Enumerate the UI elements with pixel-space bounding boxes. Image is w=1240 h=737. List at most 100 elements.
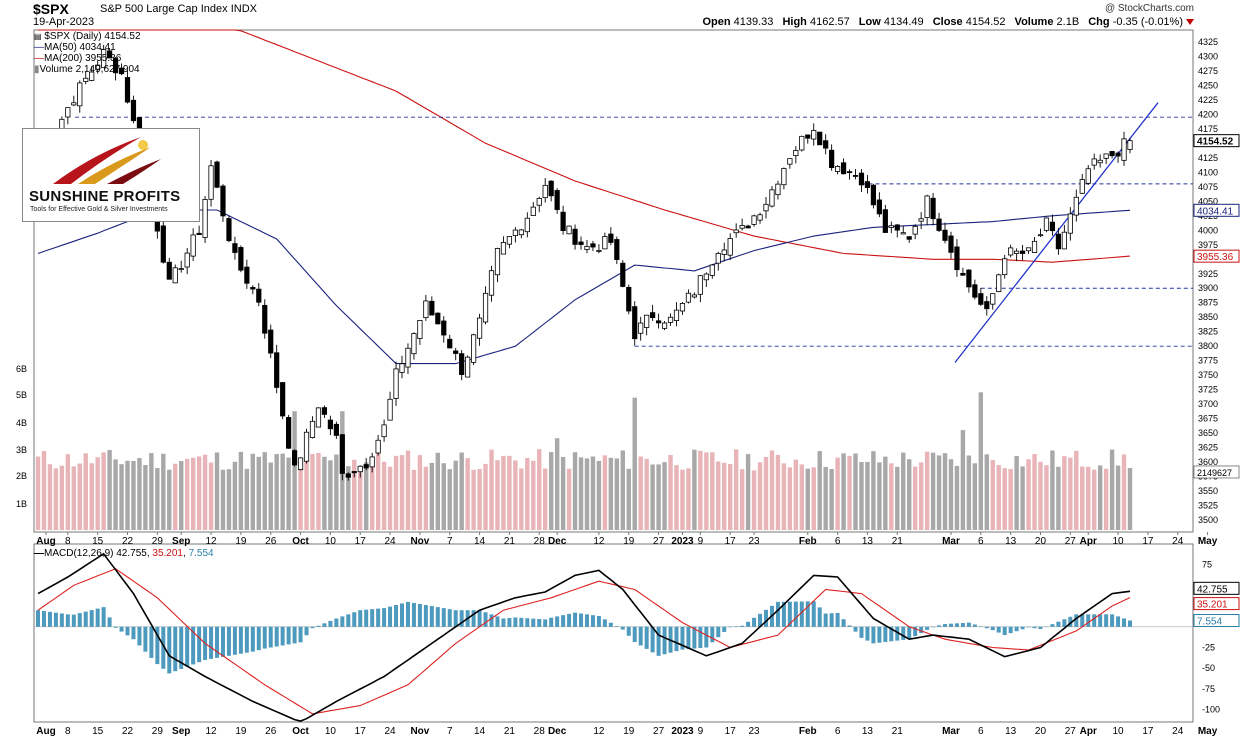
candle-body xyxy=(650,312,656,319)
macd-histogram-bar xyxy=(650,626,655,653)
candle-body xyxy=(184,252,190,268)
macd-histogram-bar xyxy=(638,626,643,646)
macd-histogram-bar xyxy=(113,626,118,628)
volume-value: 2.1B xyxy=(1056,16,1080,28)
macd-histogram-bar xyxy=(1026,626,1031,628)
volume-bar xyxy=(441,463,446,530)
volume-bar xyxy=(268,462,273,530)
candle-body xyxy=(840,162,847,175)
candle-body xyxy=(835,166,841,172)
volume-bar xyxy=(375,451,381,530)
macd-histogram-bar xyxy=(382,608,387,627)
macd-histogram-bar xyxy=(1068,616,1073,627)
macd-histogram-bar xyxy=(835,612,840,627)
chg-value: -0.35 (-0.01%) xyxy=(1112,16,1183,28)
volume-bar xyxy=(238,451,244,530)
x-tick-label: 27 xyxy=(653,536,665,547)
volume-bar xyxy=(560,456,566,530)
macd-x-tick-label: 28 xyxy=(534,726,546,737)
volume-bar xyxy=(847,455,852,530)
volume-bar xyxy=(1014,455,1019,530)
volume-bar xyxy=(202,454,208,530)
candle-body xyxy=(268,329,274,354)
price-tick-label: 3825 xyxy=(1198,327,1218,337)
candle-body xyxy=(727,238,733,256)
volume-bar xyxy=(948,459,954,530)
volume-tick-label: 3B xyxy=(16,445,27,455)
macd-tick-label: -75 xyxy=(1202,684,1215,694)
volume-bar xyxy=(632,397,637,530)
candle-body xyxy=(1043,217,1050,231)
volume-tick-label: 4B xyxy=(16,418,27,428)
macd-x-tick-label: 8 xyxy=(65,726,71,737)
macd-histogram-bar xyxy=(1008,626,1013,634)
candle-body xyxy=(405,347,411,368)
volume-bar xyxy=(930,452,936,530)
macd-histogram-bar xyxy=(167,626,172,674)
macd-histogram-bar xyxy=(1098,614,1103,627)
volume-bar xyxy=(1115,465,1121,530)
macd-histogram-bar xyxy=(656,626,661,656)
macd-histogram-bar xyxy=(686,626,691,650)
signal-value-label: 35.201 xyxy=(1197,600,1228,611)
candle-body xyxy=(661,322,668,329)
candle-body xyxy=(1073,196,1079,216)
close-value: 4154.52 xyxy=(965,16,1006,28)
candle-body xyxy=(1067,213,1073,234)
volume-bar xyxy=(393,455,399,530)
volume-bar xyxy=(1020,466,1025,530)
candle-body xyxy=(262,304,268,334)
volume-bar xyxy=(387,466,393,530)
logo-tagline: Tools for Effective Gold & Silver Invest… xyxy=(30,206,168,213)
macd-histogram-bar xyxy=(1110,614,1115,627)
volume-bar xyxy=(877,462,882,530)
volume-bar xyxy=(775,454,781,530)
macd-histogram-bar xyxy=(101,607,106,627)
macd-histogram-bar xyxy=(972,624,977,627)
volume-bar xyxy=(733,449,739,530)
macd-tick-label: -100 xyxy=(1202,705,1220,715)
volume-bar xyxy=(614,458,620,530)
macd-tick-label: 75 xyxy=(1202,560,1212,570)
price-tick-label: 3975 xyxy=(1198,240,1218,250)
volume-tick-label: 2B xyxy=(16,471,27,481)
volume-bar xyxy=(668,455,673,530)
volume-bar xyxy=(119,464,124,530)
volume-bar xyxy=(346,466,351,530)
candle-body xyxy=(107,50,113,59)
candle-body xyxy=(112,58,119,74)
macd-histogram-bar xyxy=(95,608,100,627)
macd-histogram-bar xyxy=(579,613,584,627)
candle-body xyxy=(500,242,507,255)
candle-body xyxy=(769,189,775,207)
macd-histogram-bar xyxy=(948,623,953,627)
candle-body xyxy=(327,419,333,430)
candle-body xyxy=(757,214,763,221)
macd-histogram-bar xyxy=(644,626,649,649)
histogram-value-label-box xyxy=(1193,614,1240,628)
candle-body xyxy=(596,250,602,252)
candle-body xyxy=(691,294,697,298)
volume-bar xyxy=(704,452,709,530)
macd-histogram-bar xyxy=(1056,621,1061,627)
volume-label: Volume xyxy=(1014,16,1054,28)
candle-body xyxy=(286,417,292,449)
price-tick-label: 3625 xyxy=(1198,443,1218,453)
x-tick-label: 14 xyxy=(474,536,486,547)
volume-bar xyxy=(590,456,596,530)
volume-bar xyxy=(280,453,285,530)
candle-body xyxy=(291,450,298,466)
macd-histogram-bar xyxy=(441,608,446,627)
x-tick-label: 27 xyxy=(1065,536,1077,547)
macd-histogram-bar xyxy=(1092,614,1097,627)
volume-bar xyxy=(954,465,960,530)
macd-value-label-box xyxy=(1193,581,1240,595)
x-tick-label: 13 xyxy=(862,536,874,547)
candle-body xyxy=(375,439,381,454)
volume-bar xyxy=(381,461,387,530)
x-tick-label: Oct xyxy=(292,536,309,547)
candle-body xyxy=(960,272,966,276)
candle-body xyxy=(524,217,530,233)
price-tick-label: 3675 xyxy=(1198,414,1218,424)
